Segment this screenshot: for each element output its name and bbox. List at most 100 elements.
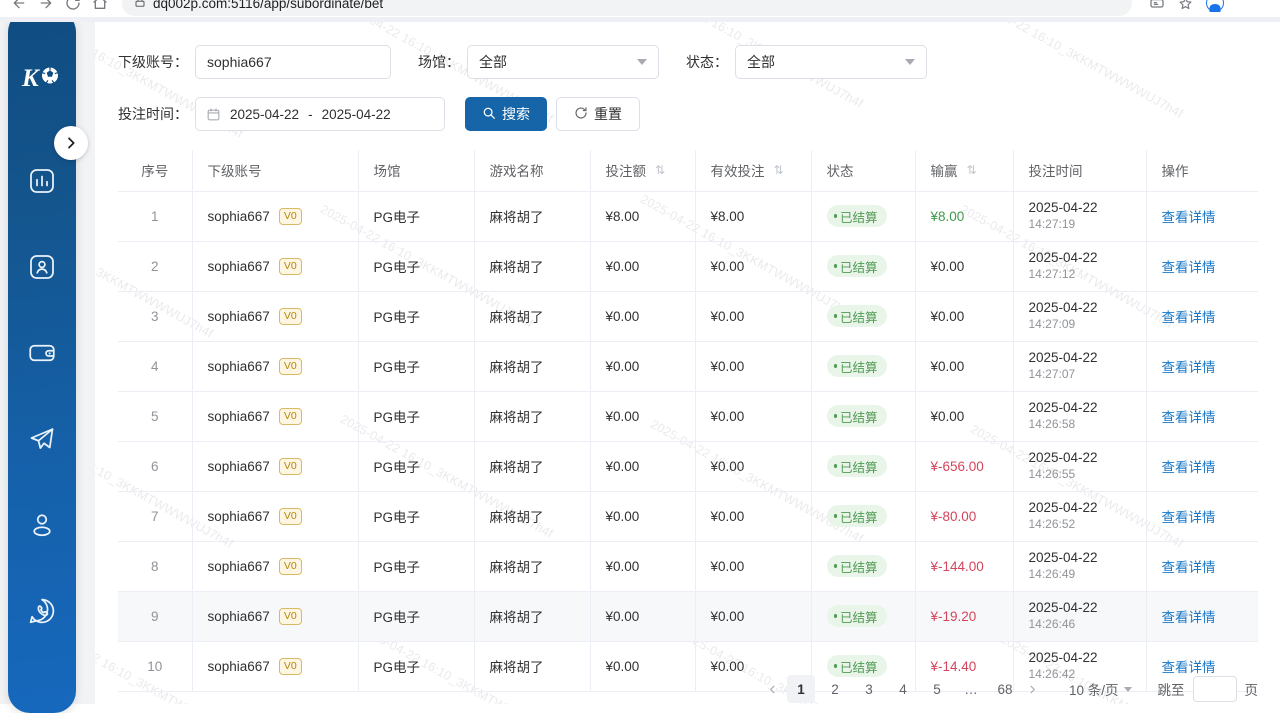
back-arrow-icon[interactable] (10, 0, 27, 12)
cell-bet-amount: ¥0.00 (590, 591, 696, 642)
cell-bet-time: 2025-04-22 14:26:49 (1013, 541, 1147, 592)
sort-updown-icon[interactable]: ⇅ (773, 163, 784, 178)
sidebar-item-report[interactable] (18, 138, 66, 224)
sidebar-item-profile[interactable] (18, 482, 66, 568)
address-bar[interactable]: dq002p.com:5116/app/subordinate/bet (122, 0, 1132, 16)
page-number-2[interactable]: 2 (831, 681, 839, 697)
view-detail-link[interactable]: 查看详情 (1161, 360, 1216, 375)
col-venue-label: 场馆 (373, 164, 401, 180)
winloss-value: ¥0.00 (930, 408, 965, 424)
refresh-icon (574, 106, 588, 123)
reload-icon[interactable] (64, 0, 81, 12)
venue-select-value: 全部 (479, 54, 507, 70)
home-icon[interactable] (91, 0, 108, 12)
status-label: 已结算 (840, 210, 878, 225)
cell-index: 7 (118, 491, 193, 542)
page-jump-input[interactable] (1192, 676, 1237, 702)
sidebar-collapse-toggle[interactable] (54, 126, 88, 160)
cell-status: 已结算 (811, 341, 916, 392)
bet-date: 2025-04-22 (1028, 550, 1098, 566)
table-row[interactable]: 3 sophia667 V0 PG电子 麻将胡了 ¥0.00 ¥0.00 已结算 ¥0.00 20… (118, 291, 1258, 342)
view-detail-link[interactable]: 查看详情 (1161, 410, 1216, 425)
table-row[interactable]: 4 sophia667 V0 PG电子 麻将胡了 ¥0.00 ¥0.00 已结算 ¥0.00 20… (118, 341, 1258, 392)
site-info-icon[interactable] (134, 0, 146, 11)
sidebar-item-telegram[interactable] (18, 396, 66, 482)
col-index: 序号 (118, 150, 193, 192)
table-row[interactable]: 7 sophia667 V0 PG电子 麻将胡了 ¥0.00 ¥0.00 已结算 ¥-80.00… (118, 491, 1258, 542)
reset-button[interactable]: 重置 (556, 97, 640, 131)
prev-page-button[interactable] (759, 675, 787, 703)
cell-winloss: ¥-14.40 (915, 641, 1014, 692)
page-number-68[interactable]: 68 (997, 681, 1013, 697)
cell-venue: PG电子 (358, 641, 475, 692)
view-detail-link[interactable]: 查看详情 (1161, 660, 1216, 675)
date-range-picker[interactable]: 2025-04-22 - 2025-04-22 (195, 97, 445, 131)
cell-winloss: ¥0.00 (915, 391, 1014, 442)
account-input[interactable]: sophia667 (195, 45, 391, 79)
view-detail-link[interactable]: 查看详情 (1161, 560, 1216, 575)
cell-bet-amount: ¥0.00 (590, 291, 696, 342)
cell-bet-amount: ¥0.00 (590, 441, 696, 492)
cell-status: 已结算 (811, 441, 916, 492)
status-badge: 已结算 (826, 455, 887, 477)
sidebar-item-wallet[interactable] (18, 310, 66, 396)
cell-game: 麻将胡了 (474, 541, 591, 592)
page-number-5[interactable]: 5 (933, 681, 941, 697)
cell-action: 查看详情 (1146, 441, 1258, 492)
cell-venue: PG电子 (358, 441, 475, 492)
brand-logo-icon[interactable]: K (20, 60, 64, 94)
page-number-1[interactable]: 1 (786, 675, 815, 703)
cell-account: sophia667 V0 (192, 291, 359, 342)
table-row[interactable]: 8 sophia667 V0 PG电子 麻将胡了 ¥0.00 ¥0.00 已结算 ¥-144.0… (118, 541, 1258, 592)
winloss-value: ¥-14.40 (930, 658, 977, 674)
venue-select[interactable]: 全部 (467, 45, 659, 79)
winloss-value: ¥0.00 (930, 308, 965, 324)
view-detail-link[interactable]: 查看详情 (1161, 260, 1216, 275)
forward-arrow-icon[interactable] (37, 0, 54, 12)
table-row[interactable]: 6 sophia667 V0 PG电子 麻将胡了 ¥0.00 ¥0.00 已结算 ¥-656.0… (118, 441, 1258, 492)
status-dot-icon (833, 414, 837, 418)
bet-time: 14:26:42 (1028, 667, 1076, 681)
cell-status: 已结算 (811, 541, 916, 592)
table-row[interactable]: 2 sophia667 V0 PG电子 麻将胡了 ¥0.00 ¥0.00 已结算 ¥0.00 20… (118, 241, 1258, 292)
status-badge: 已结算 (826, 505, 887, 527)
status-label: 已结算 (840, 510, 878, 525)
table-row[interactable]: 5 sophia667 V0 PG电子 麻将胡了 ¥0.00 ¥0.00 已结算 ¥0.00 20… (118, 391, 1258, 442)
view-detail-link[interactable]: 查看详情 (1161, 610, 1216, 625)
sort-updown-icon[interactable]: ⇅ (655, 163, 665, 178)
page-size-select[interactable]: 10 条/页 (1069, 679, 1132, 699)
view-detail-link[interactable]: 查看详情 (1161, 310, 1216, 325)
status-select[interactable]: 全部 (735, 45, 927, 79)
cell-action: 查看详情 (1146, 591, 1258, 642)
col-valid-bet[interactable]: 有效投注 ⇅ (695, 150, 812, 192)
profile-avatar-icon[interactable] (1206, 0, 1224, 12)
next-page-button[interactable] (1019, 675, 1047, 703)
table-row[interactable]: 9 sophia667 V0 PG电子 麻将胡了 ¥0.00 ¥0.00 已结算 ¥-19.20… (118, 591, 1258, 642)
sidebar-item-members[interactable] (18, 224, 66, 310)
extensions-icon[interactable] (1148, 0, 1165, 12)
col-account: 下级账号 (192, 150, 359, 192)
account-input-value: sophia667 (207, 54, 272, 70)
table-row[interactable]: 1 sophia667 V0 PG电子 麻将胡了 ¥8.00 ¥8.00 已结算 ¥8.00 20… (118, 191, 1258, 242)
cell-bet-amount: ¥0.00 (590, 391, 696, 442)
bookmark-star-icon[interactable] (1177, 0, 1194, 12)
view-detail-link[interactable]: 查看详情 (1161, 210, 1216, 225)
cell-action: 查看详情 (1146, 241, 1258, 292)
view-detail-link[interactable]: 查看详情 (1161, 510, 1216, 525)
cell-index: 9 (118, 591, 193, 642)
bet-time: 14:26:55 (1028, 467, 1076, 481)
level-badge: V0 (278, 657, 302, 675)
cell-venue: PG电子 (358, 491, 475, 542)
sidebar-item-support[interactable] (18, 568, 66, 654)
sort-updown-icon[interactable]: ⇅ (966, 163, 977, 178)
page-number-4[interactable]: 4 (899, 681, 907, 697)
page-number-3[interactable]: 3 (865, 681, 873, 697)
col-bet-amount-label: 投注额 (605, 164, 647, 180)
search-button[interactable]: 搜索 (465, 97, 547, 131)
cell-bet-time: 2025-04-22 14:26:58 (1013, 391, 1147, 442)
col-bet-amount[interactable]: 投注额 ⇅ (590, 150, 696, 192)
cell-winloss: ¥0.00 (915, 341, 1014, 392)
cell-venue: PG电子 (358, 341, 475, 392)
col-winloss[interactable]: 输赢 ⇅ (915, 150, 1014, 192)
view-detail-link[interactable]: 查看详情 (1161, 460, 1216, 475)
